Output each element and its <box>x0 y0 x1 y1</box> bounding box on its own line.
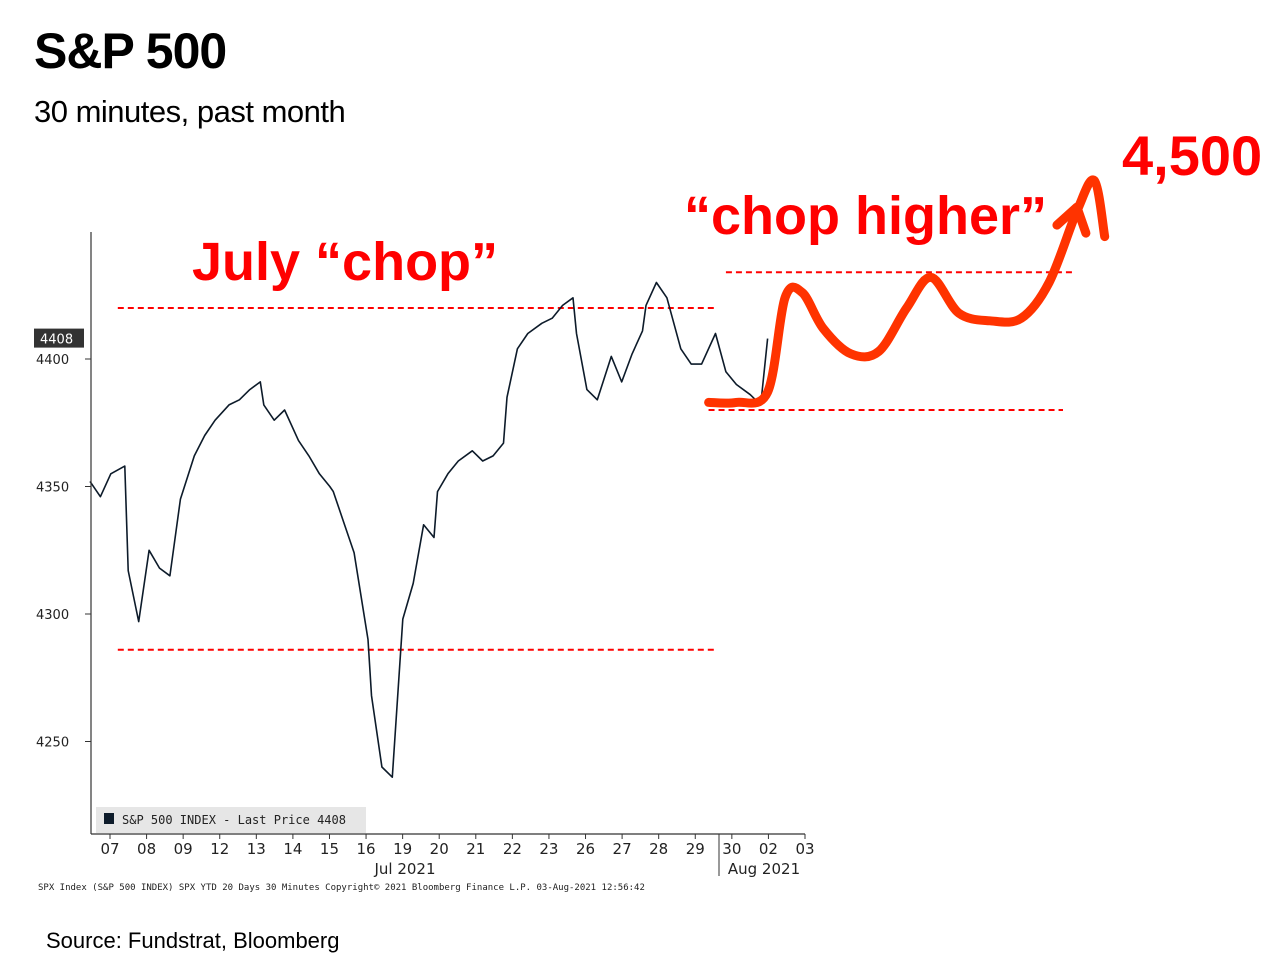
chart-legend: S&P 500 INDEX - Last Price 4408 <box>96 807 366 833</box>
x-group-label: Aug 2021 <box>728 860 800 878</box>
x-tick-label: 26 <box>576 840 595 858</box>
x-tick-label: 13 <box>247 840 266 858</box>
legend-swatch <box>104 813 114 824</box>
x-tick-label: 14 <box>283 840 302 858</box>
y-tick-label: 4350 <box>36 481 69 496</box>
y-tick-label: 4250 <box>36 736 69 751</box>
x-tick-label: 29 <box>686 840 705 858</box>
x-tick-label: 02 <box>759 840 778 858</box>
x-tick-label: 19 <box>393 840 412 858</box>
x-tick-label: 07 <box>100 840 119 858</box>
reference-lines <box>117 271 1074 651</box>
projection-arrowhead <box>1052 202 1091 238</box>
x-tick-label: 22 <box>503 840 522 858</box>
x-tick-label: 16 <box>357 840 376 858</box>
price-line <box>89 281 769 779</box>
annotation-july-chop: July “chop” <box>192 232 498 292</box>
y-tick-label: 4300 <box>36 608 69 623</box>
y-tick-label: 4400 <box>36 353 69 368</box>
legend-box <box>96 807 366 833</box>
x-tick-label: 27 <box>613 840 632 858</box>
x-group-label: Jul 2021 <box>373 860 435 878</box>
x-tick-label: 30 <box>722 840 741 858</box>
x-tick-label: 03 <box>795 840 814 858</box>
chart-axes: 4250 4300 4350 4400 4408 07 08 09 12 13 14 15 16 19 20… <box>34 232 815 878</box>
x-tick-label: 12 <box>210 840 229 858</box>
annotations: July “chop” “chop higher” 4,500 <box>192 124 1262 292</box>
x-tick-label: 28 <box>649 840 668 858</box>
x-tick-label: 08 <box>137 840 156 858</box>
x-tick-label: 21 <box>466 840 485 858</box>
x-tick-label: 23 <box>539 840 558 858</box>
projection-line <box>704 175 1110 408</box>
projection-path <box>704 175 1110 408</box>
annotation-chop-higher: “chop higher” <box>684 186 1047 246</box>
annotation-target: 4,500 <box>1122 124 1262 187</box>
legend-label: S&P 500 INDEX - Last Price 4408 <box>122 813 346 827</box>
x-tick-label: 09 <box>174 840 193 858</box>
x-tick-label: 15 <box>320 840 339 858</box>
last-price-badge <box>34 328 84 348</box>
chart-title: S&P 500 <box>34 23 227 79</box>
chart-subtitle: 30 minutes, past month <box>34 94 346 129</box>
price-series <box>89 281 769 779</box>
source-note: Source: Fundstrat, Bloomberg <box>46 928 340 953</box>
last-price-badge-label: 4408 <box>40 333 73 348</box>
bloomberg-footer: SPX Index (S&P 500 INDEX) SPX YTD 20 Day… <box>38 883 645 893</box>
x-tick-label: 20 <box>430 840 449 858</box>
